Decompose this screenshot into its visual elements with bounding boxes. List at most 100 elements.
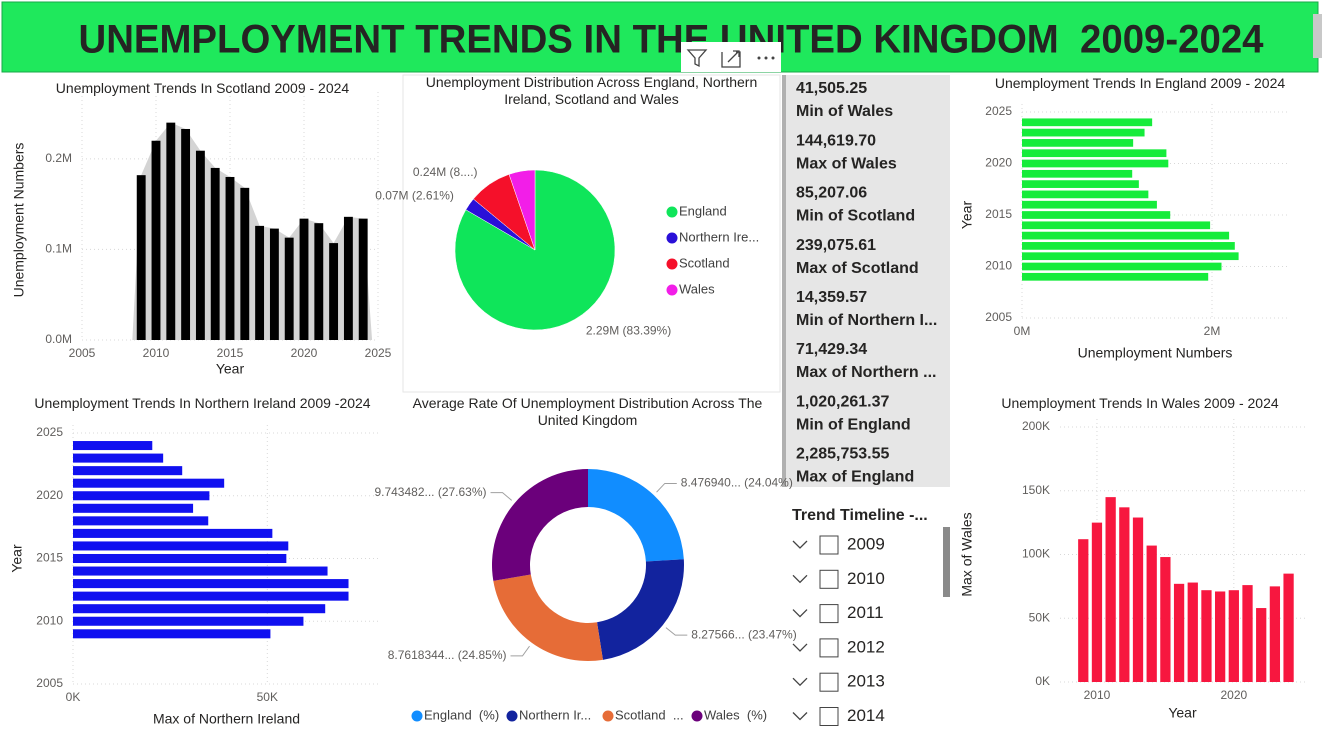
bar [1022,149,1167,158]
legend-label: England (%) [424,707,499,722]
x-axis-title: Year [1168,705,1197,721]
bar [1022,272,1209,281]
card-value: 71,429.34 [796,341,867,358]
card-label: Max of Wales [796,155,897,172]
y-tick-label: 0.1M [45,242,72,256]
leader-line [665,627,688,636]
chart-title: Average Rate Of Unemployment Distributio… [412,395,763,428]
chart-title: Unemployment Distribution Across England… [425,74,758,107]
bar [1022,190,1149,199]
page-title: UNEMPLOYMENT TRENDS IN THE UNITED KINGDO… [79,18,1265,62]
bar [73,616,304,626]
slicer-item[interactable]: 2013 [847,672,885,691]
y-tick-label: 0.0M [45,332,72,346]
bar [1022,211,1171,219]
bar [225,176,235,340]
bar [1022,118,1153,127]
legend-marker [691,710,703,722]
bar [73,629,271,639]
bar [314,223,324,340]
header-bar [1,1,1319,73]
card-value: 2,285,753.55 [796,446,890,463]
y-tick-label: 100K [1022,547,1050,561]
slicer-item[interactable]: 2012 [847,637,885,656]
legend-label: Northern Ire... [679,229,759,244]
data-label: 8.476940... (24.04%) [681,476,793,490]
slice [508,169,536,251]
card-value: 1,020,261.37 [796,393,890,410]
chart-title: Unemployment Trends In Northern Ireland … [34,395,371,411]
y-tick-label: 0.2M [45,151,72,165]
bar [210,167,220,340]
bar [73,441,153,451]
y-tick-label: 200K [1022,419,1050,433]
y-tick-label: 2005 [36,676,63,690]
legend-marker [411,710,423,722]
legend-marker [602,710,614,722]
legend-label: Scotland ... [615,707,684,722]
card-label: Min of Scotland [796,208,915,225]
bar [1283,573,1294,682]
bar [73,491,210,501]
y-tick-label: 2020 [36,488,63,502]
bar [73,528,273,538]
y-tick-label: 0K [1035,674,1050,688]
checkbox[interactable] [819,638,839,658]
leader-line [490,492,513,501]
legend-marker [666,258,678,270]
bar [1022,200,1157,209]
expand-chevron[interactable] [792,574,808,584]
more-icon[interactable] [757,56,775,60]
checkbox[interactable] [819,672,839,692]
bar [73,566,328,576]
expand-chevron[interactable] [792,643,808,652]
bar [73,503,194,513]
x-tick-label: 2005 [69,346,96,360]
card-value: 85,207.06 [796,185,867,202]
bar [1215,591,1226,682]
pie-border [402,74,781,393]
slicer-item[interactable]: 2014 [847,706,885,725]
bar [1160,557,1171,682]
y-axis-title: Year [9,544,25,573]
slicer-item[interactable]: 2011 [847,603,884,622]
expand-chevron[interactable] [792,609,808,618]
x-tick-label: 2020 [1220,688,1247,702]
legend-label: Northern Ir... [519,707,591,722]
y-tick-label: 2010 [36,613,63,627]
slicer-item[interactable]: 2009 [847,534,885,553]
expand-chevron[interactable] [792,712,808,721]
y-tick-label: 2005 [985,310,1012,324]
bar [1146,545,1157,682]
bar [1022,139,1134,147]
slicer-item[interactable]: 2010 [847,569,885,588]
checkbox[interactable] [819,569,839,589]
bar [343,216,353,340]
bar [195,150,205,340]
bar [1269,586,1281,682]
focus-icon[interactable] [721,50,741,68]
checkbox[interactable] [819,707,839,726]
cards-border [782,75,786,487]
y-tick-label: 2025 [36,425,63,439]
slice [588,469,684,562]
bar [1187,582,1198,682]
x-axis-title: Unemployment Numbers [1078,345,1233,361]
area [132,122,373,340]
filter-icon[interactable] [686,49,708,68]
card-value: 144,619.70 [796,132,876,149]
bar [73,579,349,589]
bar [166,122,176,340]
expand-chevron[interactable] [792,540,808,549]
x-axis-title: Year [216,361,245,377]
y-axis-title: Unemployment Numbers [11,143,27,298]
visual-toolbar [681,42,781,72]
checkbox[interactable] [819,604,839,624]
legend-marker [666,232,678,244]
bar [1022,159,1169,168]
legend-marker [506,710,518,722]
expand-chevron[interactable] [792,677,808,687]
bar [299,218,309,340]
checkbox[interactable] [819,535,839,555]
